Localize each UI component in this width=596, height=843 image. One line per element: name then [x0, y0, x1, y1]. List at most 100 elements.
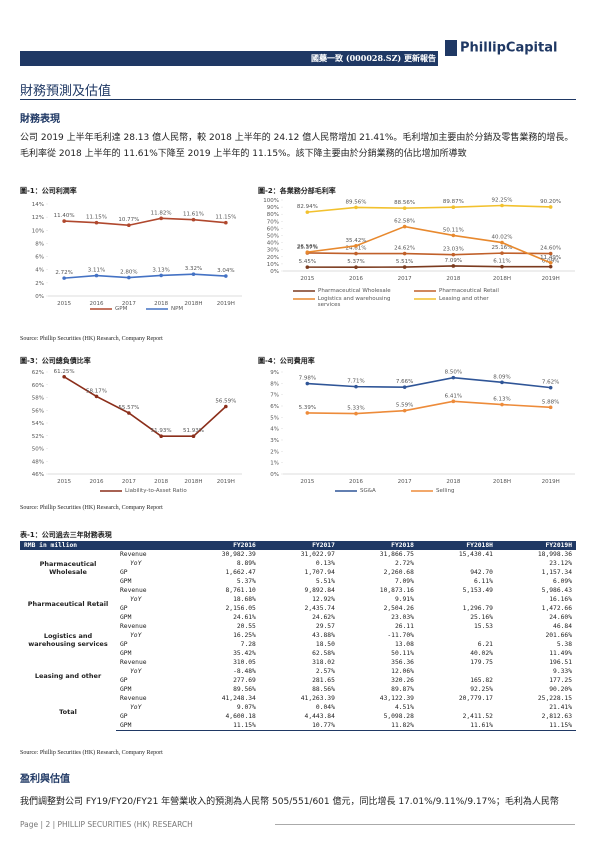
- x-tick-label: 2015: [57, 479, 71, 485]
- table-cell: 5.51%: [315, 578, 335, 585]
- table-cell: GPM: [120, 614, 132, 621]
- table-cell: 5,986.43: [541, 587, 572, 594]
- legend-swatch: [293, 298, 315, 300]
- table-cell: 18.68%: [233, 596, 256, 603]
- point: [354, 265, 358, 269]
- chart: 46% 48% 50% 52% 54% 56% 58% 60% 62% 2015 2016 2017 2…: [20, 366, 248, 500]
- table-cell: 2.57%: [315, 668, 335, 675]
- table-cell: 11.49%: [549, 650, 572, 657]
- data-label: 11.40%: [54, 213, 75, 219]
- point: [62, 276, 66, 280]
- table-cell: 277.69: [233, 677, 256, 684]
- point: [500, 264, 504, 269]
- point: [402, 408, 407, 413]
- group-cell: Leasing and other: [34, 672, 102, 680]
- y-tick-label: 9%: [270, 370, 279, 376]
- point: [500, 251, 504, 255]
- x-tick-label: 2018H: [184, 479, 202, 485]
- series-line: [63, 376, 227, 437]
- legend-swatch: [411, 490, 433, 492]
- legend-item: SG&A: [335, 488, 411, 494]
- legend-label: NPM: [171, 306, 184, 312]
- table-cell: GP: [120, 569, 128, 576]
- table-row: Pharmaceutical Retail Revenue 8,761.10 9,89…: [20, 586, 576, 608]
- table-cell: 5.38: [556, 641, 572, 648]
- table-cell: GPM: [116, 721, 181, 731]
- legend: Pharmaceutical Wholesale Pharmaceutical R…: [293, 288, 543, 310]
- series-line: [307, 252, 551, 256]
- table-cell: 11.82%: [338, 721, 418, 731]
- data-label: 3.13%: [152, 267, 169, 273]
- table-cell: 30,982.39: [221, 551, 256, 558]
- chart-svg: 0% 2% 4% 6% 8% 10% 12% 14% 2015 2016 2017 2018 2018H…: [32, 202, 242, 307]
- table-cell: 4.51%: [394, 704, 414, 711]
- legend-swatch: [293, 290, 315, 292]
- y-tick-label: 10%: [32, 228, 44, 234]
- point: [354, 244, 358, 248]
- table-cell: 7.09%: [394, 578, 414, 585]
- logo: PhillipCapital: [445, 40, 557, 56]
- point: [500, 402, 504, 407]
- figure-title: 圖-4：公司費用率: [258, 357, 315, 365]
- data-label: 5.59%: [396, 403, 413, 409]
- y-tick-label: 48%: [32, 459, 44, 465]
- table-cell: 18,998.36: [537, 551, 572, 558]
- table-cell: 21.41%: [549, 704, 572, 711]
- table-cell: [418, 667, 497, 676]
- series-line: [64, 217, 226, 227]
- x-tick-label: 2015: [300, 479, 314, 485]
- figure-title: 圖-1：公司利潤率: [20, 187, 77, 195]
- point: [191, 272, 196, 276]
- point: [548, 261, 553, 265]
- y-tick-label: 50%: [32, 447, 44, 453]
- y-tick-label: 50%: [267, 234, 279, 240]
- table-cell: 9.33%: [553, 668, 572, 675]
- table-cell: 5.37%: [236, 578, 256, 585]
- source: Source: Phillip Securities (HK) Research…: [20, 505, 163, 511]
- point: [94, 220, 99, 225]
- source: Source: Phillip Securities (HK) Research…: [20, 336, 163, 342]
- table-cell: 5,098.28: [383, 713, 414, 720]
- point: [94, 273, 99, 278]
- table-cell: GP: [120, 677, 128, 684]
- table-cell: 9.91%: [394, 596, 414, 603]
- paragraph-text: 我們調整對公司 FY19/FY20/FY21 年營業收入的預測為人民幣 505/…: [20, 797, 559, 807]
- table-row: YoY 18.68% 12.92% 9.91% 16.16%: [20, 595, 576, 604]
- table-cell: [418, 631, 497, 640]
- data-label: 11.82%: [151, 210, 172, 216]
- y-tick-label: 46%: [32, 472, 44, 478]
- table-row: Total Revenue 41,248.34 41,263.39 43,122.39 2…: [20, 694, 576, 716]
- table-row: YoY -8.48% 2.57% 12.06% 9.33%: [20, 667, 576, 676]
- table-row: Logistics and warehousing services Revenu…: [20, 622, 576, 648]
- y-tick-label: 56%: [32, 408, 44, 414]
- data-label: 5.33%: [347, 406, 364, 412]
- x-tick-label: 2017: [398, 276, 412, 282]
- data-label: 56.59%: [215, 398, 236, 404]
- point: [127, 411, 131, 415]
- data-label: 6.13%: [493, 397, 510, 403]
- table-cell: 1,662.47: [225, 569, 256, 576]
- x-tick-label: 2016: [90, 479, 104, 485]
- y-tick-label: 0%: [270, 269, 279, 275]
- x-tick-label: 2019H: [542, 276, 560, 282]
- legend-item: GPM: [90, 306, 146, 312]
- y-tick-label: 90%: [267, 205, 279, 211]
- table-row: GP 1,662.47 1,707.94 2,260.68 942.70 1,157.34: [20, 568, 576, 577]
- data-label: 5.45%: [299, 259, 316, 265]
- series-line: [307, 400, 551, 415]
- table-cell: 23.12%: [549, 560, 572, 567]
- point: [127, 223, 131, 228]
- legend-swatch: [146, 308, 168, 310]
- table-cell: 25.16%: [470, 614, 493, 621]
- x-tick-label: 2018: [446, 479, 460, 485]
- data-label: 11.15%: [215, 215, 236, 221]
- y-tick-label: 58%: [32, 396, 44, 402]
- table-cell: GPM: [120, 686, 132, 693]
- table-cell: 16.16%: [549, 596, 572, 603]
- data-label: 7.66%: [396, 379, 413, 385]
- point: [500, 240, 504, 245]
- legend-swatch: [335, 490, 357, 492]
- table-cell: 92.25%: [470, 686, 493, 693]
- data-label: 24.62%: [394, 246, 415, 252]
